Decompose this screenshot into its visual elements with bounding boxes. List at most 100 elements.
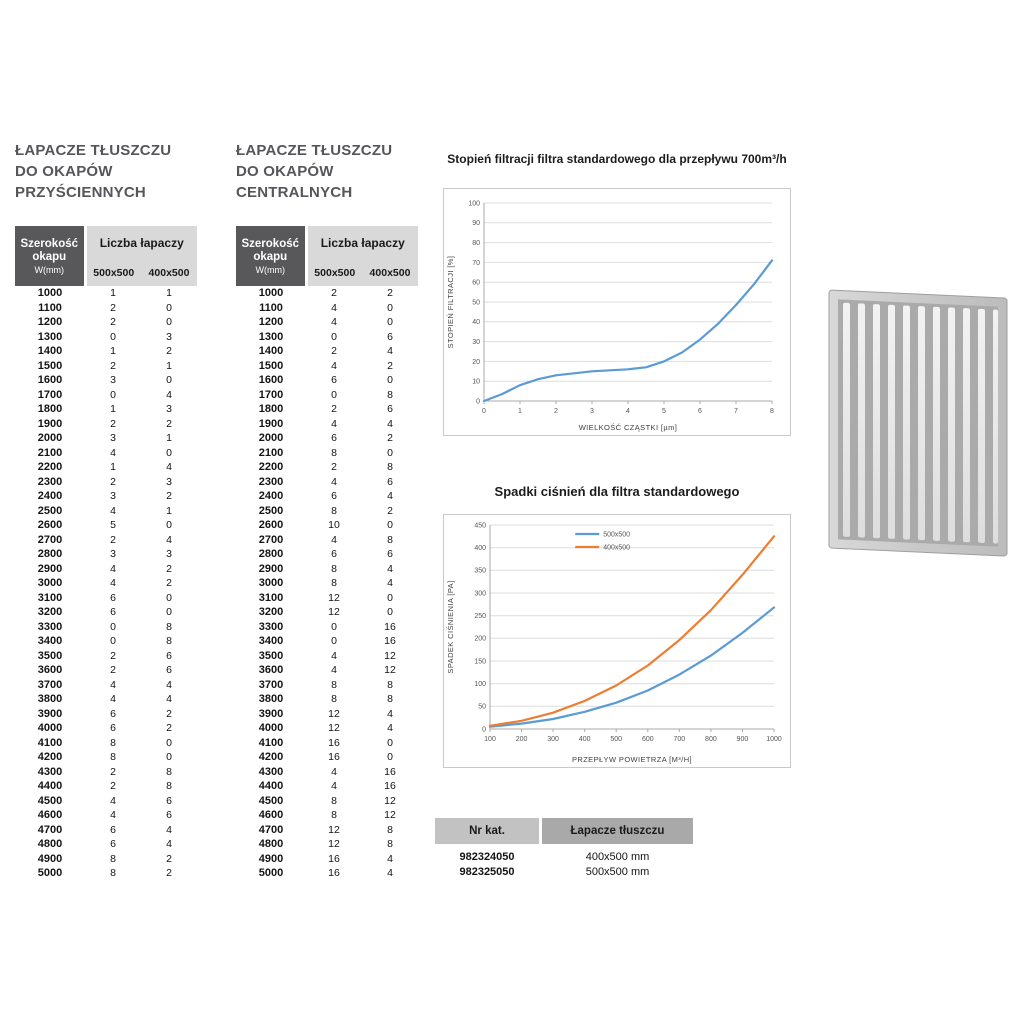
table-cell: 2 — [387, 359, 393, 372]
table-cell: 3300 — [258, 620, 284, 633]
table-cell: 2 — [387, 287, 393, 299]
table-cell: 2 — [166, 345, 172, 357]
svg-text:1000: 1000 — [766, 736, 782, 743]
grease-filter-image — [828, 289, 1008, 557]
table-cell: 8 — [331, 504, 337, 517]
table-row: 3000 8 4 — [236, 576, 418, 591]
table-cell: 1800 — [258, 403, 284, 415]
table-cell: 3 — [166, 403, 172, 415]
table-cell: 4 — [387, 707, 393, 720]
table-cell: 2 — [110, 475, 116, 488]
svg-text:200: 200 — [516, 736, 528, 743]
table-cell: 4 — [110, 693, 116, 705]
table-cell: 3700 — [37, 678, 63, 691]
table-header: Szerokość okapu W(mm) Liczba łapaczy 500… — [15, 226, 197, 286]
table-cell: 6 — [110, 591, 116, 604]
central-hoods-table: Szerokość okapu W(mm) Liczba łapaczy 500… — [236, 226, 418, 881]
table-row: 1100 4 0 — [236, 301, 418, 316]
table-row: 2900 4 2 — [15, 562, 197, 577]
table-cell: 0 — [166, 301, 172, 314]
table-cell: 0 — [166, 751, 172, 763]
table-row: 1200 2 0 — [15, 315, 197, 330]
table-row: 3500 4 12 — [236, 649, 418, 664]
table-cell: 5000 — [37, 867, 63, 879]
svg-text:70: 70 — [472, 260, 480, 267]
table-cell: 6 — [331, 548, 337, 560]
table-row: 3600 2 6 — [15, 663, 197, 678]
table-cell: 2900 — [37, 562, 63, 575]
section-title-line: CENTRALNYCH — [236, 184, 353, 201]
table-cell: 2 — [110, 780, 116, 792]
table-cell: 1 — [110, 345, 116, 357]
table-row: 3000 4 2 — [15, 576, 197, 591]
table-cell: 2 — [387, 432, 393, 444]
table-cell: 10 — [328, 519, 340, 531]
table-cell: 2800 — [258, 548, 284, 560]
central-hoods-title: ŁAPACZE TŁUSZCZU DO OKAPÓW CENTRALNYCH — [236, 140, 392, 203]
table-cell: 1 — [166, 504, 172, 517]
table-cell: 4 — [166, 461, 172, 473]
table-cell: 2 — [166, 852, 172, 865]
table-cell: 3 — [110, 374, 116, 386]
table-cell: 12 — [384, 649, 396, 662]
table-cell: 4200 — [37, 751, 63, 763]
svg-text:250: 250 — [474, 613, 486, 620]
table-row: 1300 0 6 — [236, 330, 418, 345]
table-cell: 6 — [387, 330, 393, 343]
table-cell: 1000 — [37, 287, 63, 299]
svg-text:50: 50 — [478, 704, 486, 711]
table-row: 4300 4 16 — [236, 765, 418, 780]
table-cell: 8 — [110, 867, 116, 879]
table-cell: 4 — [331, 649, 337, 662]
table-row: 4800 6 4 — [15, 837, 197, 852]
table-row: 1400 1 2 — [15, 344, 197, 359]
table-cell: 1 — [166, 359, 172, 372]
table-cell: 4 — [331, 417, 337, 430]
table-cell: 6 — [387, 475, 393, 488]
table-cell: 8 — [331, 446, 337, 459]
table-row: 4000 6 2 — [15, 721, 197, 736]
table-cell: 4 — [331, 301, 337, 314]
catalog-header: Nr kat. Łapacze tłuszczu — [435, 818, 693, 844]
table-cell: 4700 — [37, 823, 63, 836]
table-cell: 8 — [331, 678, 337, 691]
table-cell: 4 — [387, 867, 393, 879]
table-cell: 0 — [166, 374, 172, 386]
table-cell: 12 — [328, 707, 340, 720]
table-cell: 1700 — [258, 388, 284, 401]
filtration-chart-title: Stopień filtracji filtra standardowego d… — [447, 152, 787, 166]
table-cell: 4900 — [37, 852, 63, 865]
table-cell: 0 — [110, 330, 116, 343]
table-cell: 12 — [384, 809, 396, 821]
svg-text:2: 2 — [554, 408, 558, 415]
table-cell: 1100 — [259, 301, 283, 314]
table-cell: 0 — [387, 736, 393, 749]
table-cell: 3 — [110, 490, 116, 502]
table-cell: 3 — [166, 548, 172, 560]
table-cell: 4 — [110, 504, 116, 517]
table-cell: 6 — [331, 374, 337, 386]
table-cell: 0 — [331, 620, 337, 633]
table-cell: 2 — [166, 722, 172, 734]
svg-text:400x500: 400x500 — [603, 545, 630, 552]
col-header-400x500: 400x500 — [362, 260, 418, 286]
table-cell: 8 — [387, 533, 393, 546]
col-header-500x500: 500x500 — [85, 260, 141, 286]
svg-text:900: 900 — [737, 736, 749, 743]
table-row: 4800 12 8 — [236, 837, 418, 852]
table-cell: 16 — [328, 751, 340, 763]
header-label: Szerokość — [241, 237, 300, 250]
table-cell: 6 — [166, 794, 172, 807]
table-cell: 2 — [387, 504, 393, 517]
table-cell: 0 — [166, 736, 172, 749]
svg-text:30: 30 — [472, 339, 480, 346]
table-row: 3200 6 0 — [15, 605, 197, 620]
table-cell: 1200 — [258, 316, 284, 328]
table-cell: 4 — [331, 664, 337, 676]
table-cell: 8 — [110, 852, 116, 865]
table-cell: 8 — [387, 388, 393, 401]
table-cell: 2800 — [37, 548, 63, 560]
table-cell: 0 — [166, 519, 172, 531]
table-cell: 4100 — [37, 736, 63, 749]
svg-text:80: 80 — [472, 240, 480, 247]
